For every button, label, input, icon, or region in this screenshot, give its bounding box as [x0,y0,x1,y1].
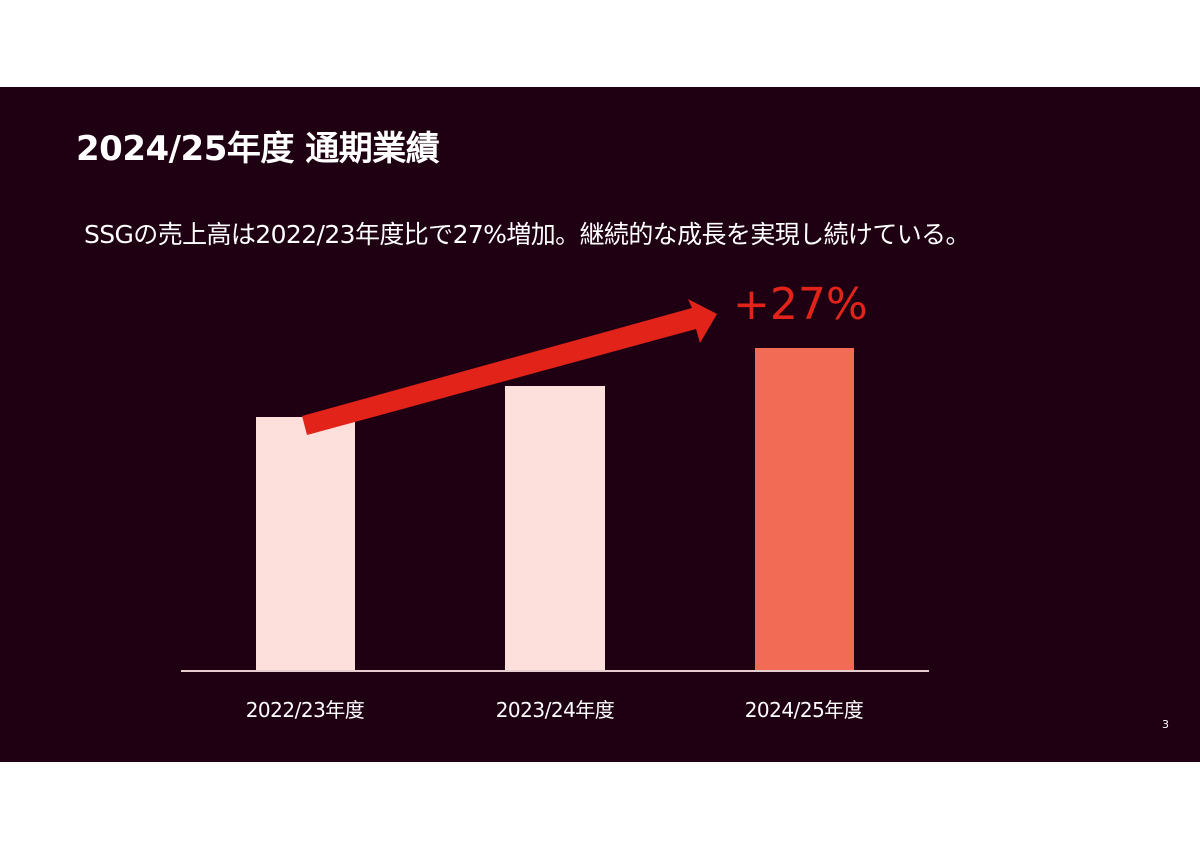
page-number: 3 [1162,718,1169,731]
x-axis-line [181,670,929,672]
x-label-2024-25: 2024/25年度 [744,698,864,722]
bar-2022-23 [256,417,355,671]
revenue-bar-chart: 2022/23年度 2023/24年度 2024/25年度 +27% [0,87,1200,762]
x-label-2022-23: 2022/23年度 [245,698,365,722]
trend-up-arrow-icon [302,299,717,435]
slide-subtitle: SSGの売上高は2022/23年度比で27%増加。継続的な成長を実現し続けている… [84,220,971,249]
x-label-2023-24: 2023/24年度 [495,698,615,722]
slide-title: 2024/25年度 通期業績 [76,129,440,169]
slide: 2024/25年度 通期業績 SSGの売上高は2022/23年度比で27%増加。… [0,87,1200,762]
growth-percentage-label: +27% [733,279,868,330]
bar-2024-25 [755,348,854,671]
bar-2023-24 [505,386,605,671]
